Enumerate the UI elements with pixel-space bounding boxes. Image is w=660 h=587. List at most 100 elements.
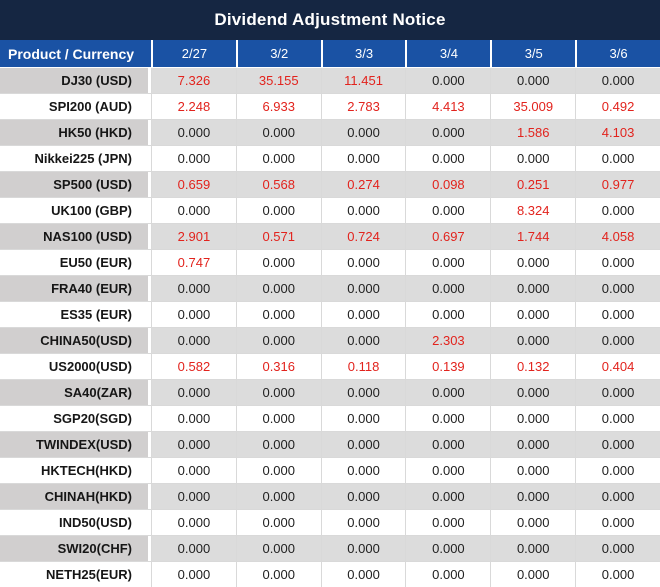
value-cell: 0.568 [235,172,321,197]
value-cell: 0.000 [320,510,406,535]
product-label: NETH25(EUR) [0,562,151,587]
value-cell: 0.000 [235,328,321,353]
product-label: SA40(ZAR) [0,380,151,405]
table-row: IND50(USD) 0.000 0.000 0.000 0.000 0.000… [0,510,660,536]
value-cell: 0.000 [490,510,575,535]
value-cell: 0.000 [490,302,575,327]
value-cell: 4.103 [575,120,660,145]
value-cell: 0.000 [405,120,490,145]
value-cell: 0.000 [405,484,490,509]
value-cell: 0.000 [575,146,660,171]
value-cell: 0.000 [490,380,575,405]
value-cell: 0.000 [405,276,490,301]
product-label: FRA40 (EUR) [0,276,151,301]
value-cell: 0.000 [235,198,321,223]
column-header-date-1: 2/27 [151,40,236,67]
value-cell: 0.000 [151,198,236,223]
product-label: UK100 (GBP) [0,198,151,223]
value-cell: 0.000 [320,146,406,171]
product-label: CHINAH(HKD) [0,484,151,509]
value-cell: 4.058 [575,224,660,249]
value-cell: 0.000 [320,458,406,483]
product-label: US2000(USD) [0,354,151,379]
value-cell: 0.000 [151,328,236,353]
table-row: CHINAH(HKD) 0.000 0.000 0.000 0.000 0.00… [0,484,660,510]
value-cell: 0.000 [235,484,321,509]
product-label: CHINA50(USD) [0,328,151,353]
value-cell: 0.000 [575,276,660,301]
value-cell: 0.000 [575,380,660,405]
value-cell: 0.000 [405,68,490,93]
value-cell: 4.413 [405,94,490,119]
value-cell: 0.000 [405,536,490,561]
product-label: NAS100 (USD) [0,224,151,249]
value-cell: 0.000 [320,432,406,457]
value-cell: 0.000 [490,458,575,483]
value-cell: 0.000 [235,250,321,275]
value-cell: 0.000 [575,510,660,535]
value-cell: 0.000 [575,302,660,327]
column-header-date-3: 3/3 [320,40,406,67]
value-cell: 0.000 [490,536,575,561]
value-cell: 0.000 [575,458,660,483]
value-cell: 0.000 [151,562,236,587]
product-label: DJ30 (USD) [0,68,151,93]
value-cell: 0.659 [151,172,236,197]
value-cell: 0.000 [235,380,321,405]
value-cell: 0.000 [490,328,575,353]
table-row: HK50 (HKD) 0.000 0.000 0.000 0.000 1.586… [0,120,660,146]
value-cell: 0.000 [151,510,236,535]
value-cell: 1.586 [490,120,575,145]
value-cell: 0.404 [575,354,660,379]
value-cell: 0.747 [151,250,236,275]
column-header-date-5: 3/5 [490,40,575,67]
value-cell: 0.000 [235,510,321,535]
value-cell: 0.000 [151,302,236,327]
table-row: SWI20(CHF) 0.000 0.000 0.000 0.000 0.000… [0,536,660,562]
product-label: SPI200 (AUD) [0,94,151,119]
table-row: FRA40 (EUR) 0.000 0.000 0.000 0.000 0.00… [0,276,660,302]
value-cell: 0.000 [405,380,490,405]
value-cell: 0.251 [490,172,575,197]
value-cell: 2.248 [151,94,236,119]
table-row: US2000(USD) 0.582 0.316 0.118 0.139 0.13… [0,354,660,380]
table-row: EU50 (EUR) 0.747 0.000 0.000 0.000 0.000… [0,250,660,276]
value-cell: 0.118 [320,354,406,379]
value-cell: 0.000 [235,562,321,587]
table-row: ES35 (EUR) 0.000 0.000 0.000 0.000 0.000… [0,302,660,328]
value-cell: 0.000 [151,380,236,405]
value-cell: 0.000 [151,432,236,457]
column-header-product: Product / Currency [8,45,135,62]
value-cell: 35.155 [235,68,321,93]
table-row: SPI200 (AUD) 2.248 6.933 2.783 4.413 35.… [0,94,660,120]
value-cell: 0.000 [405,510,490,535]
table-row: CHINA50(USD) 0.000 0.000 0.000 2.303 0.0… [0,328,660,354]
value-cell: 0.274 [320,172,406,197]
title-bar: Dividend Adjustment Notice [0,0,660,40]
table-row: Nikkei225 (JPN) 0.000 0.000 0.000 0.000 … [0,146,660,172]
value-cell: 0.000 [151,120,236,145]
table-row: HKTECH(HKD) 0.000 0.000 0.000 0.000 0.00… [0,458,660,484]
value-cell: 0.000 [320,276,406,301]
table-row: NETH25(EUR) 0.000 0.000 0.000 0.000 0.00… [0,562,660,587]
table-row: DJ30 (USD) 7.326 35.155 11.451 0.000 0.0… [0,68,660,94]
value-cell: 0.571 [235,224,321,249]
value-cell: 11.451 [320,68,406,93]
table-row: SA40(ZAR) 0.000 0.000 0.000 0.000 0.000 … [0,380,660,406]
value-cell: 0.000 [235,120,321,145]
table-header-row: Product / Currency 2/27 3/2 3/3 3/4 3/5 … [0,40,660,68]
value-cell: 0.000 [490,250,575,275]
product-label: HK50 (HKD) [0,120,151,145]
value-cell: 0.000 [235,302,321,327]
product-label: SP500 (USD) [0,172,151,197]
table-row: TWINDEX(USD) 0.000 0.000 0.000 0.000 0.0… [0,432,660,458]
value-cell: 0.000 [575,432,660,457]
value-cell: 0.492 [575,94,660,119]
value-cell: 2.901 [151,224,236,249]
value-cell: 0.000 [235,276,321,301]
value-cell: 0.724 [320,224,406,249]
value-cell: 0.000 [320,302,406,327]
value-cell: 0.000 [151,536,236,561]
value-cell: 0.316 [235,354,321,379]
